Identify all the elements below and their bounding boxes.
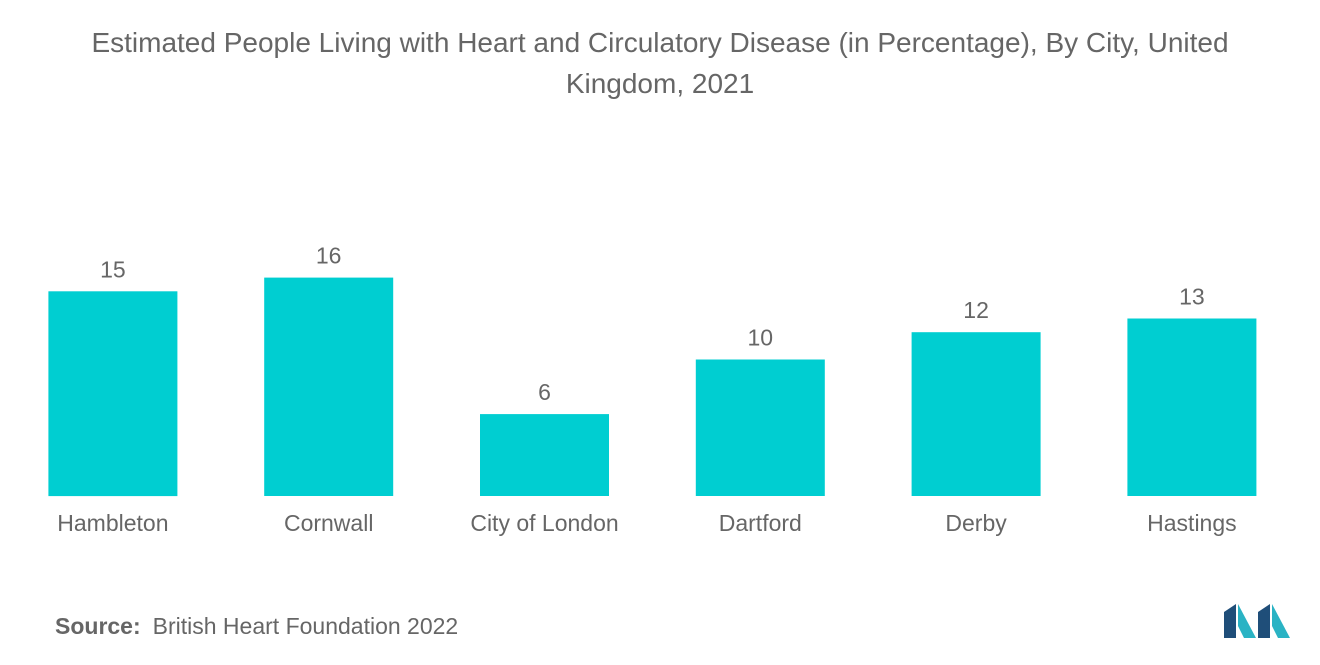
x-tick-label: Derby (945, 510, 1007, 536)
chart-title-line-2: Kingdom, 2021 (565, 68, 755, 99)
bar-city-of-london (480, 414, 609, 496)
logo-shape-left-light (1238, 604, 1256, 638)
source-text: British Heart Foundation 2022 (152, 613, 459, 639)
data-label: 15 (100, 256, 126, 282)
source-note: Source: British Heart Foundation 2022 (55, 613, 458, 640)
x-tick-label: City of London (470, 510, 618, 536)
chart-title: Estimated People Living with Heart and C… (0, 22, 1320, 104)
mordor-intelligence-logo-icon (1224, 604, 1290, 638)
logo-shape-right-light (1272, 604, 1290, 638)
bar-derby (911, 332, 1041, 496)
data-label: 12 (963, 297, 989, 323)
data-label: 13 (1179, 284, 1205, 310)
bar-hastings (1127, 318, 1257, 496)
source-label: Source: (55, 613, 141, 639)
bar-hambleton (48, 291, 178, 497)
x-tick-label: Hambleton (57, 510, 168, 536)
data-label: 10 (748, 325, 774, 351)
x-tick-label: Dartford (719, 510, 802, 536)
logo-shape-left-dark (1224, 604, 1236, 638)
x-tick-label: Cornwall (284, 510, 373, 536)
bar-dartford (695, 359, 825, 496)
data-label: 6 (538, 379, 551, 405)
chart-title-line-1: Estimated People Living with Heart and C… (91, 27, 1229, 58)
logo-shape-right-dark (1258, 604, 1270, 638)
bar-cornwall (264, 277, 394, 496)
data-label: 16 (316, 243, 342, 269)
x-tick-label: Hastings (1147, 510, 1236, 536)
